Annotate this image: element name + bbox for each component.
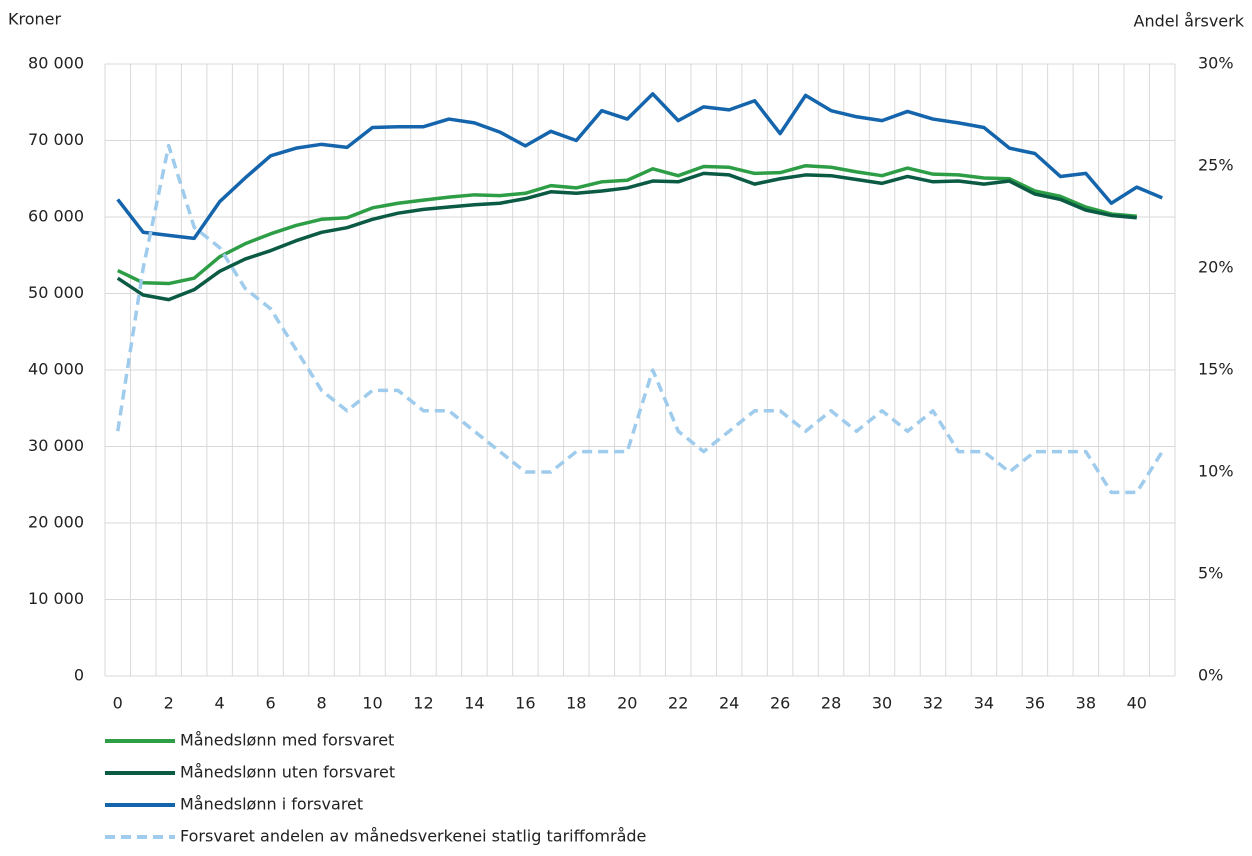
y2-tick-label: 25% [1198, 156, 1234, 175]
y-tick-label: 70 000 [28, 130, 84, 149]
y-tick-label: 30 000 [28, 436, 84, 455]
y2-tick-label: 15% [1198, 360, 1234, 379]
x-tick-label: 36 [1025, 694, 1045, 713]
x-tick-label: 38 [1076, 694, 1096, 713]
x-tick-label: 40 [1127, 694, 1147, 713]
x-tick-label: 8 [316, 694, 326, 713]
y2-tick-label: 20% [1198, 258, 1234, 277]
y2-tick-label: 5% [1198, 564, 1223, 583]
x-tick-label: 34 [974, 694, 994, 713]
x-tick-label: 20 [617, 694, 637, 713]
x-tick-label: 18 [566, 694, 586, 713]
legend-label: Månedslønn i forsvaret [180, 795, 363, 814]
y2-tick-label: 30% [1198, 54, 1234, 73]
x-tick-label: 16 [515, 694, 535, 713]
x-tick-label: 24 [719, 694, 739, 713]
x-tick-label: 14 [464, 694, 484, 713]
legend-label: Månedslønn uten forsvaret [180, 763, 395, 782]
x-tick-label: 6 [266, 694, 276, 713]
x-tick-label: 4 [215, 694, 225, 713]
x-tick-label: 2 [164, 694, 174, 713]
x-tick-label: 10 [362, 694, 382, 713]
y2-axis-title: Andel årsverk [1134, 12, 1245, 31]
y2-tick-label: 10% [1198, 462, 1234, 481]
y-tick-label: 10 000 [28, 589, 84, 608]
y-tick-label: 80 000 [28, 54, 84, 73]
y-tick-label: 60 000 [28, 207, 84, 226]
series-line [116, 163, 1137, 286]
legend-label: Forsvaret andelen av månedsverkenei stat… [180, 827, 646, 846]
x-tick-label: 28 [821, 694, 841, 713]
y-axis-title: Kroner [8, 10, 61, 29]
x-tick-label: 12 [413, 694, 433, 713]
x-tick-label: 32 [923, 694, 943, 713]
y2-tick-label: 0% [1198, 666, 1223, 685]
x-tick-label: 26 [770, 694, 790, 713]
y-tick-label: 40 000 [28, 360, 84, 379]
series-line [116, 143, 1164, 495]
x-tick-label: 0 [113, 694, 123, 713]
x-tick-label: 30 [872, 694, 892, 713]
x-tick-label: 22 [668, 694, 688, 713]
y-tick-label: 50 000 [28, 283, 84, 302]
y-tick-label: 0 [74, 666, 84, 685]
series-line [116, 171, 1137, 302]
series-line [116, 92, 1163, 241]
y-tick-label: 20 000 [28, 513, 84, 532]
legend-label: Månedslønn med forsvaret [180, 731, 394, 750]
